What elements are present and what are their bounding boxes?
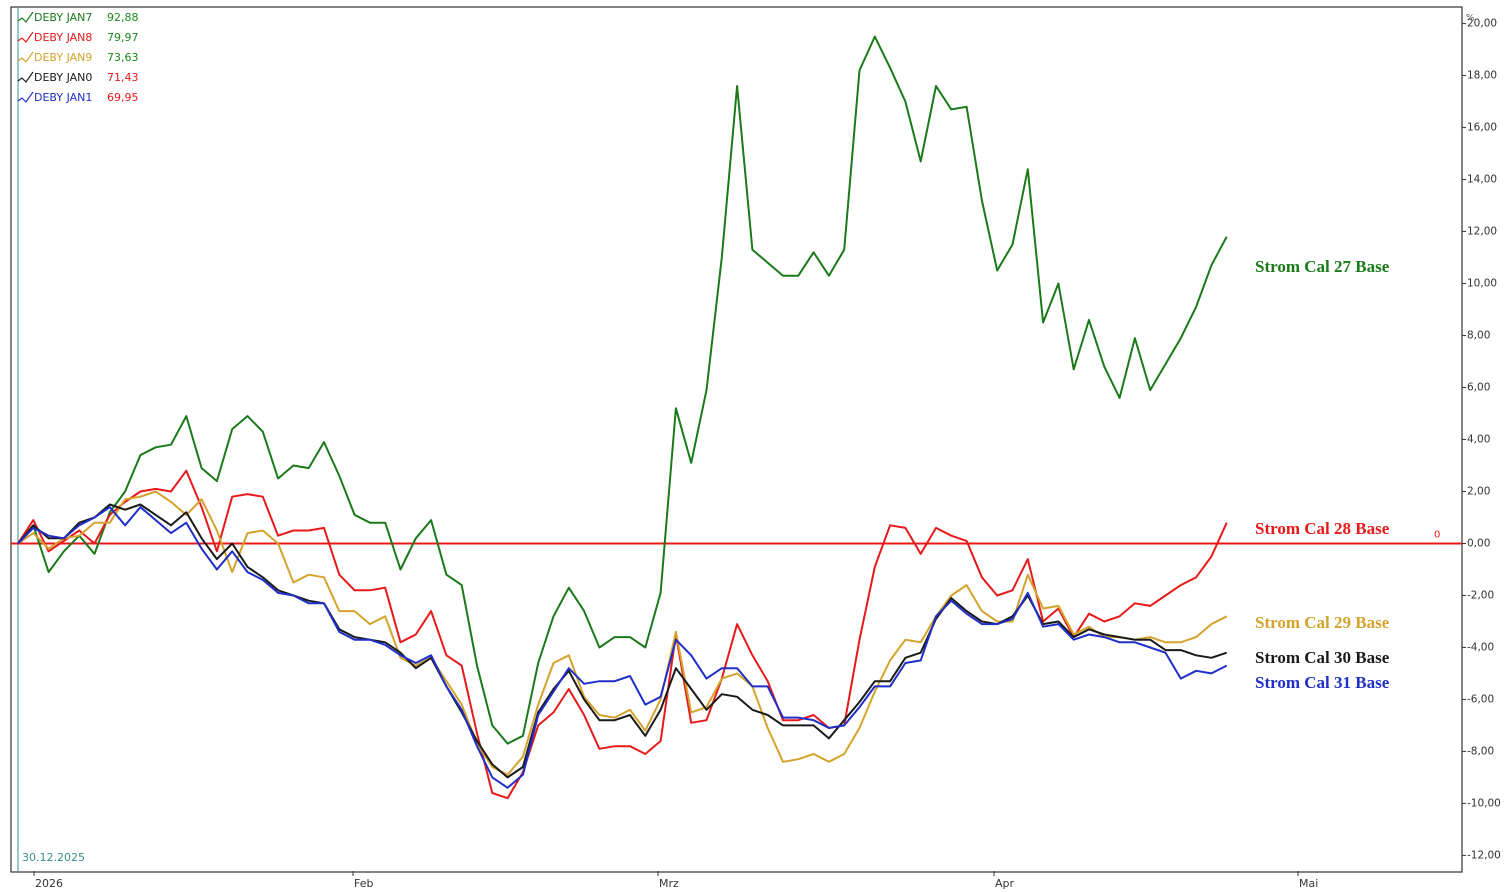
x-tick-label: Mrz <box>659 877 679 890</box>
legend-name: DEBY JAN8 <box>34 31 92 44</box>
legend-value: 69,95 <box>107 91 139 104</box>
series-line <box>17 490 1228 776</box>
y-tick-label: -8,00 <box>1467 745 1494 757</box>
y-tick-label: 20,00 <box>1467 18 1497 30</box>
series-end-label: Strom Cal 29 Base <box>1255 613 1390 632</box>
series-line <box>17 506 1228 789</box>
legend-name: DEBY JAN0 <box>34 71 92 84</box>
y-unit: % <box>1466 14 1475 24</box>
y-tick-label: -10,00 <box>1467 797 1501 809</box>
legend-icon <box>17 71 34 83</box>
y-tick-label: 2,00 <box>1467 485 1490 497</box>
y-tick-label: 10,00 <box>1467 278 1497 290</box>
series-line <box>17 35 1228 745</box>
legend-icon <box>17 31 34 43</box>
x-tick-label: Apr <box>995 877 1015 890</box>
reference-line-label: 0 <box>1434 529 1440 540</box>
y-tick-label: -12,00 <box>1467 849 1501 861</box>
y-tick-label: -4,00 <box>1467 641 1494 653</box>
legend-name: DEBY JAN1 <box>34 91 92 104</box>
start-date-label: 30.12.2025 <box>22 851 85 864</box>
y-tick-label: -2,00 <box>1467 589 1494 601</box>
x-tick-label: 2026 <box>35 877 63 890</box>
series-end-label: Strom Cal 31 Base <box>1255 673 1390 692</box>
series-end-label: Strom Cal 30 Base <box>1255 648 1390 667</box>
legend-name: DEBY JAN7 <box>34 11 92 24</box>
y-tick-label: 4,00 <box>1467 434 1490 446</box>
legend-icon <box>17 11 34 23</box>
legend-icon <box>17 91 34 103</box>
y-tick-label: 6,00 <box>1467 382 1490 394</box>
legend-value: 79,97 <box>107 31 139 44</box>
legend-name: DEBY JAN9 <box>34 51 92 64</box>
legend-value: 73,63 <box>107 51 139 64</box>
y-tick-label: -6,00 <box>1467 693 1494 705</box>
legend-value: 71,43 <box>107 71 139 84</box>
x-tick-label: Mai <box>1299 877 1318 890</box>
y-tick-label: 0,00 <box>1467 537 1490 549</box>
y-tick-label: 14,00 <box>1467 174 1497 186</box>
legend-value: 92,88 <box>107 11 139 24</box>
series-line <box>17 469 1228 800</box>
x-tick-label: Feb <box>354 877 373 890</box>
series-end-label: Strom Cal 28 Base <box>1255 519 1390 538</box>
y-tick-label: 18,00 <box>1467 70 1497 82</box>
legend-icon <box>17 51 34 63</box>
y-tick-label: 16,00 <box>1467 122 1497 134</box>
y-tick-label: 8,00 <box>1467 330 1490 342</box>
y-tick-label: 12,00 <box>1467 226 1497 238</box>
series-end-label: Strom Cal 27 Base <box>1255 257 1390 276</box>
